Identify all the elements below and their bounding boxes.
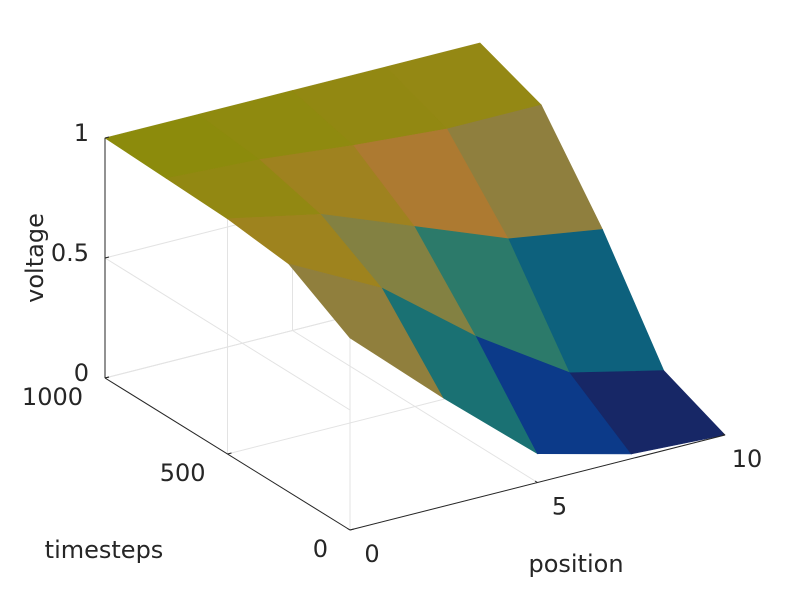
x-tick-label: 10	[732, 445, 763, 473]
y-tick-label: 1000	[22, 383, 83, 411]
z-axis-label: voltage	[21, 213, 49, 303]
surface	[104, 42, 726, 455]
x-tick-label: 0	[364, 540, 379, 568]
y-tick-label: 500	[160, 459, 206, 487]
z-tick-label: 1	[74, 119, 89, 147]
y-axis-label: timesteps	[45, 536, 164, 564]
z-tick	[104, 136, 110, 139]
surface-patch	[569, 370, 726, 455]
x-tick-label: 5	[552, 493, 567, 521]
grid-line	[104, 257, 351, 411]
x-tick	[347, 528, 351, 531]
x-tick	[534, 480, 538, 483]
z-tick	[104, 256, 110, 259]
x-axis-label: position	[528, 550, 623, 578]
z-tick-label: 0.5	[51, 239, 89, 267]
y-tick	[227, 452, 232, 455]
z-tick	[104, 376, 110, 379]
z-tick-label: 0	[74, 359, 89, 387]
y-tick	[349, 528, 355, 531]
y-tick-label: 0	[313, 535, 328, 563]
x-tick	[722, 433, 726, 436]
